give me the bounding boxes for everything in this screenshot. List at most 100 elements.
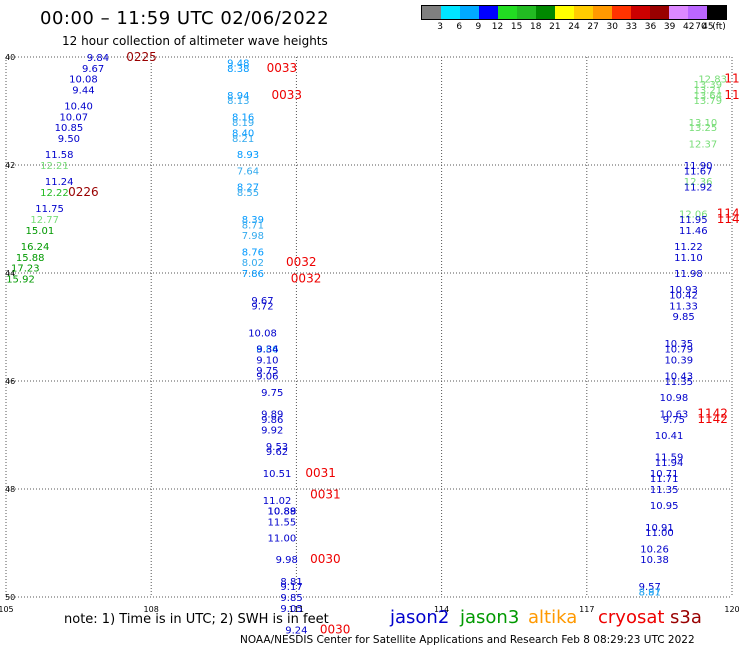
wave-height-label: 7.64 <box>237 166 259 177</box>
units-note: note: 1) Time is in UTC; 2) SWH is in fe… <box>64 612 329 627</box>
pass-time-label: 0032 <box>291 271 322 285</box>
pass-time-label: 11 <box>724 72 739 86</box>
wave-height-label: 12.06 <box>679 210 708 221</box>
wave-height-label: 9.06 <box>256 372 278 383</box>
legend-label: 27 <box>587 22 599 32</box>
wave-height-label: 8.86 <box>256 345 278 356</box>
wave-height-label: 11.90 <box>684 161 713 172</box>
wave-height-label: 9.48 <box>227 58 249 69</box>
wave-height-label: 11.46 <box>679 226 708 237</box>
wave-height-label: 16.24 <box>21 242 50 253</box>
wave-height-label: 10.39 <box>664 355 693 366</box>
legend-swatch <box>650 6 669 19</box>
legend-label: 30 <box>606 22 618 32</box>
wave-height-label: 8.02 <box>242 258 264 269</box>
wave-height-label: 10.93 <box>669 285 698 296</box>
wave-height-label: 11.10 <box>674 253 703 264</box>
wave-height-label: 8.13 <box>227 96 249 107</box>
legend-swatch <box>669 6 688 19</box>
wave-height-label: 9.85 <box>280 593 302 604</box>
legend-swatch <box>688 6 707 19</box>
wave-height-label: 9.89 <box>261 409 283 420</box>
wave-height-label: 9.84 <box>87 53 109 64</box>
pass-time-label: 0033 <box>267 61 298 75</box>
wave-height-label: 9.62 <box>266 447 288 458</box>
wave-height-label: 11.94 <box>655 458 684 469</box>
wave-height-label: 15.92 <box>6 274 35 285</box>
wave-height-label: 8.40 <box>232 129 254 140</box>
pass-time-label: 1142 <box>697 412 728 426</box>
pass-time-label: 0033 <box>271 88 302 102</box>
map-title: 00:00 – 11:59 UTC 02/06/2022 <box>40 8 330 29</box>
wave-height-label: 9.57 <box>639 582 661 593</box>
wave-height-label: 10.95 <box>650 501 679 512</box>
legend-label: (ft) <box>712 22 726 32</box>
legend-label: 3 <box>437 22 443 32</box>
lat-tick-label: 46 <box>5 377 15 386</box>
wave-height-label: 11.59 <box>655 453 684 464</box>
lat-tick-label: 40 <box>5 53 15 62</box>
wave-height-label: 8.71 <box>242 220 264 231</box>
wave-height-label: 9.10 <box>256 355 278 366</box>
wave-height-label: 8.19 <box>232 118 254 129</box>
lon-tick-label: 114 <box>434 605 449 614</box>
wave-height-label: 15.88 <box>16 253 45 264</box>
wave-height-label: 8.94 <box>227 91 249 102</box>
wave-height-label: 8.76 <box>242 247 264 258</box>
legend-label: 9 <box>475 22 482 32</box>
wave-height-label: 10.38 <box>640 555 669 566</box>
wave-height-label: 11.75 <box>35 204 64 215</box>
satellite-jason3: jason3 <box>460 607 520 628</box>
legend-label: 45 <box>702 22 714 32</box>
legend-label: 24 <box>568 22 580 32</box>
legend-label: 12 <box>491 22 504 32</box>
wave-height-label: 11.95 <box>679 215 708 226</box>
wave-height-label: 9.53 <box>266 442 288 453</box>
pass-time-label: 0030 <box>320 622 351 636</box>
lon-tick-label: 105 <box>0 605 14 614</box>
wave-height-label: 9.72 <box>251 301 273 312</box>
wave-height-label: 11.35 <box>664 377 693 388</box>
wave-height-label: 11.00 <box>645 528 674 539</box>
wave-height-label: 13.25 <box>689 123 718 134</box>
wave-height-label: 17.23 <box>11 264 40 275</box>
legend-swatch <box>555 6 574 19</box>
wave-height-label: 10.89 <box>268 507 297 518</box>
legend-swatch <box>536 6 555 19</box>
wave-height-label: 9.86 <box>261 415 283 426</box>
map-subtitle: 12 hour collection of altimeter wave hei… <box>62 34 328 48</box>
lat-tick-label: 42 <box>5 161 15 170</box>
pass-time-label: 0032 <box>286 255 317 269</box>
legend-swatch <box>707 6 726 19</box>
wave-height-label: 8.38 <box>227 64 249 75</box>
wave-height-label: 15.01 <box>26 226 55 237</box>
wave-height-label: 10.41 <box>655 431 684 442</box>
lon-tick-label: 117 <box>579 605 594 614</box>
wave-height-label: 12.37 <box>689 139 718 150</box>
wave-height-label: 8.16 <box>232 112 254 123</box>
legend-label: 70 <box>695 22 707 32</box>
wave-height-label: 8.91 <box>639 588 661 599</box>
pass-time-label: 0031 <box>305 466 336 480</box>
lat-tick-label: 44 <box>5 269 15 278</box>
wave-height-label: 11.71 <box>650 474 679 485</box>
wave-height-label: 8.93 <box>237 150 259 161</box>
pass-time-label: 0225 <box>126 50 157 64</box>
wave-height-label: 13.64 <box>693 91 722 102</box>
legend-label: 15 <box>510 22 523 32</box>
wave-height-label: 10.91 <box>645 523 674 534</box>
wave-height-label: 9.67 <box>82 64 104 75</box>
satellite-altika: altika <box>528 607 578 628</box>
lon-tick-label: 120 <box>724 605 739 614</box>
legend-swatch <box>498 6 517 19</box>
legend-label: 21 <box>549 22 561 32</box>
wave-height-label: 11.35 <box>650 485 679 496</box>
wave-height-label: 12.21 <box>40 161 69 172</box>
wave-height-label: 9.24 <box>285 625 307 636</box>
wave-height-label: 11.55 <box>268 517 297 528</box>
wave-height-label: 10.79 <box>664 345 693 356</box>
wave-height-label: 12.36 <box>684 177 713 188</box>
wave-height-label: 10.85 <box>55 123 84 134</box>
